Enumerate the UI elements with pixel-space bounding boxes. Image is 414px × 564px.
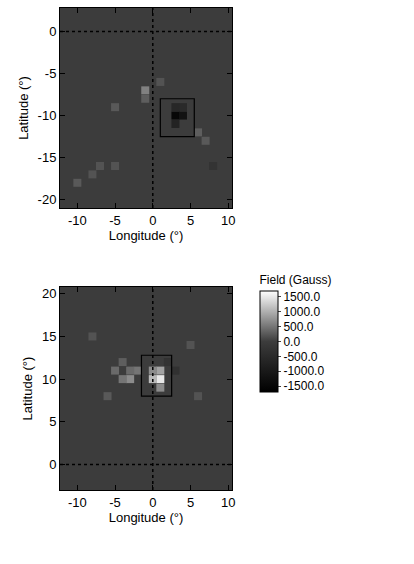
svg-text:-5: -5 — [45, 66, 57, 81]
svg-text:20: 20 — [42, 286, 56, 301]
svg-text:Latitude (°): Latitude (°) — [20, 357, 35, 421]
svg-text:0.0: 0.0 — [283, 335, 300, 349]
svg-text:-5: -5 — [109, 495, 121, 510]
svg-text:-15: -15 — [38, 150, 57, 165]
svg-text:-1500.0: -1500.0 — [283, 379, 324, 393]
svg-text:-10: -10 — [68, 495, 87, 510]
svg-text:10: 10 — [221, 495, 235, 510]
svg-text:-10: -10 — [68, 213, 87, 228]
svg-text:0: 0 — [49, 24, 56, 39]
svg-text:5: 5 — [187, 495, 194, 510]
svg-text:0: 0 — [49, 457, 56, 472]
svg-text:0: 0 — [149, 495, 156, 510]
svg-text:15: 15 — [42, 329, 56, 344]
svg-text:1000.0: 1000.0 — [283, 305, 320, 319]
svg-text:Latitude (°): Latitude (°) — [16, 76, 31, 140]
svg-text:5: 5 — [49, 414, 56, 429]
svg-text:500.0: 500.0 — [283, 320, 313, 334]
svg-text:Longitude (°): Longitude (°) — [109, 510, 184, 525]
svg-text:Longitude (°): Longitude (°) — [109, 228, 184, 243]
svg-text:-500.0: -500.0 — [283, 350, 317, 364]
svg-text:-5: -5 — [109, 213, 121, 228]
svg-text:-20: -20 — [38, 192, 57, 207]
svg-text:10: 10 — [221, 213, 235, 228]
svg-text:Field (Gauss): Field (Gauss) — [260, 273, 332, 287]
svg-text:1500.0: 1500.0 — [283, 290, 320, 304]
svg-text:0: 0 — [149, 213, 156, 228]
svg-text:10: 10 — [42, 372, 56, 387]
svg-text:5: 5 — [187, 213, 194, 228]
svg-text:-10: -10 — [38, 108, 57, 123]
svg-text:-1000.0: -1000.0 — [283, 364, 324, 378]
